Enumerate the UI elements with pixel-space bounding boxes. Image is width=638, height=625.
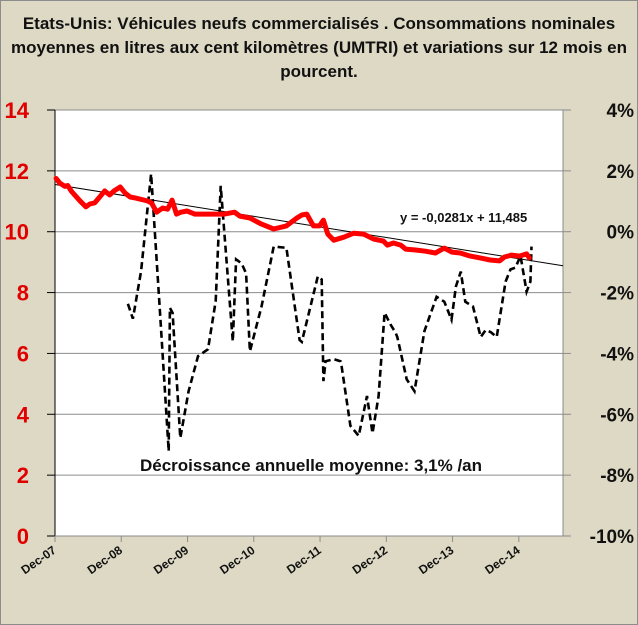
x-tick-label: Dec-09 [151, 543, 192, 577]
left-axis-ticks: 0 2 4 6 8 10 12 14 [5, 98, 55, 549]
series-line-variation [126, 173, 533, 452]
right-tick-label: -4% [600, 344, 634, 365]
right-tick-label: -2% [600, 284, 634, 305]
right-tick-label: -6% [600, 405, 634, 426]
right-axis-ticks: -10% -8% -6% -4% -2% 0% 2% 4% [563, 101, 634, 548]
right-tick-label: -8% [600, 466, 634, 487]
left-tick-label: 6 [17, 341, 29, 366]
x-axis-ticks: Dec-07 Dec-08 Dec-09 Dec-10 Dec-11 Dec-12 Dec-… [18, 536, 523, 577]
average-decline-label: Décroissance annuelle moyenne: 3,1% /an [140, 456, 482, 475]
series-line-consumption [53, 176, 532, 264]
left-tick-label: 12 [5, 159, 29, 184]
chart-title: Etats-Unis: Véhicules neufs commercialis… [11, 14, 627, 81]
series-group [53, 173, 564, 452]
left-tick-label: 0 [17, 524, 29, 549]
left-tick-label: 10 [5, 220, 29, 245]
right-tick-label: 0% [607, 223, 635, 244]
left-tick-label: 4 [17, 402, 30, 427]
x-tick-label: Dec-14 [482, 543, 523, 577]
right-tick-label: 4% [607, 101, 635, 122]
x-tick-label: Dec-08 [85, 543, 126, 577]
x-tick-label: Dec-13 [416, 543, 457, 577]
right-tick-label: -10% [590, 527, 634, 548]
gridlines [55, 109, 563, 476]
x-tick-label: Dec-10 [217, 543, 258, 577]
left-tick-label: 14 [5, 98, 30, 123]
x-tick-label: Dec-12 [350, 543, 391, 577]
left-tick-label: 2 [17, 463, 29, 488]
trend-equation-label: y = -0,0281x + 11,485 [400, 210, 527, 225]
right-tick-label: 2% [607, 162, 635, 183]
x-tick-label: Dec-11 [284, 543, 324, 577]
left-tick-label: 8 [17, 281, 29, 306]
